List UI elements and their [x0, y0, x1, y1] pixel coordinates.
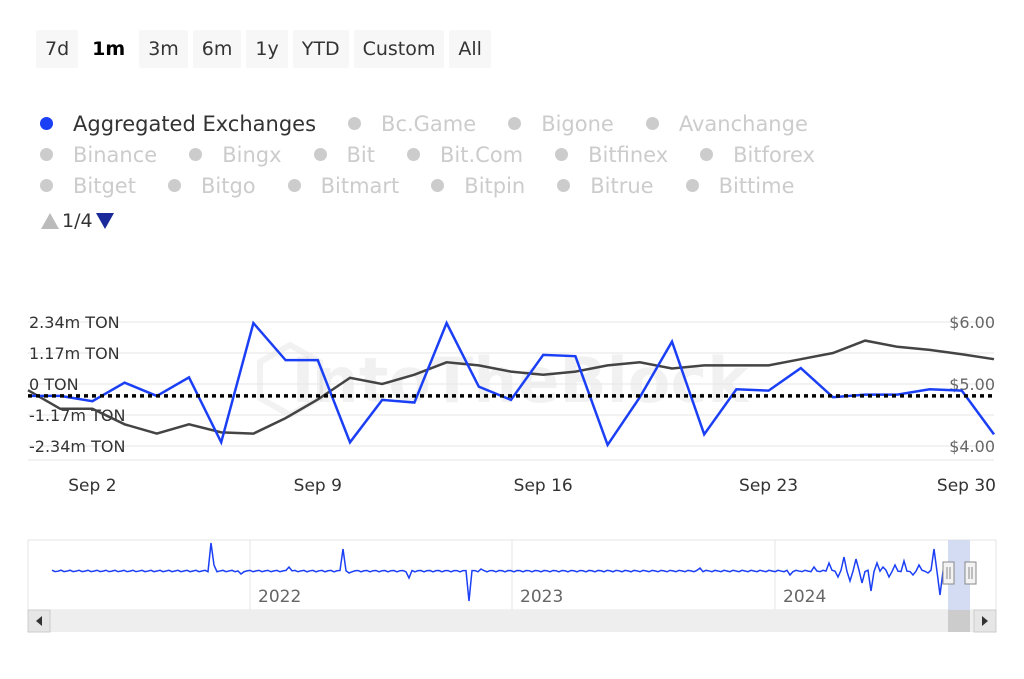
navigator-handle-right[interactable] — [964, 561, 977, 585]
scrollbar-track[interactable] — [28, 610, 996, 632]
navigator-year-label: 2022 — [258, 587, 301, 607]
legend-item-bitget[interactable]: Bitget — [40, 174, 136, 198]
legend-item-bitpin[interactable]: Bitpin — [431, 174, 525, 198]
legend-prev-icon[interactable] — [40, 212, 60, 230]
legend-dot-icon — [189, 148, 203, 161]
range-button-3m[interactable]: 3m — [139, 30, 188, 68]
legend-dot-icon — [313, 148, 327, 161]
x-tick-label: Sep 9 — [294, 476, 342, 496]
legend-item-bitrue[interactable]: Bitrue — [557, 173, 654, 198]
legend-item-bitmart[interactable]: Bitmart — [287, 173, 400, 198]
navigator[interactable]: 2022 2023 2024 — [0, 530, 1024, 640]
legend-label: Bitfinex — [588, 142, 669, 167]
legend-label: Bittime — [718, 173, 795, 198]
range-button-all[interactable]: All — [449, 30, 491, 68]
y-left-tick-label: 0 TON — [29, 375, 79, 394]
x-tick-label: Sep 30 — [937, 476, 996, 496]
y-left-tick-label: 2.34m TON — [29, 313, 120, 332]
range-button-custom[interactable]: Custom — [353, 30, 445, 68]
y-right-tick-label: $4.00 — [949, 437, 995, 456]
y-left-tick-label: 1.17m TON — [29, 344, 120, 363]
range-button-1m[interactable]: 1m — [83, 30, 135, 68]
legend-item-bingx[interactable]: Bingx — [189, 142, 282, 167]
legend-label: Bc.Game — [381, 111, 477, 136]
navigator-selection[interactable] — [948, 540, 970, 610]
legend-item-bitfinex[interactable]: Bitfinex — [555, 143, 668, 167]
legend-item-aggregated-exchanges[interactable]: Aggregated Exchanges — [40, 112, 316, 136]
legend-dot-icon — [685, 179, 699, 192]
x-tick-label: Sep 23 — [739, 476, 798, 496]
legend-item-bc-game[interactable]: Bc.Game — [348, 112, 476, 136]
legend-label: Bitforex — [733, 142, 815, 167]
legend-dot-icon — [407, 148, 420, 161]
legend-item-bigone[interactable]: Bigone — [508, 112, 614, 136]
legend-label: Bitget — [73, 173, 136, 198]
legend-label: Bitmart — [320, 173, 400, 198]
range-button-7d[interactable]: 7d — [36, 30, 79, 68]
legend-label: Bingx — [222, 142, 282, 167]
scrollbar-left-arrow-icon[interactable] — [27, 609, 51, 633]
legend-page-label: 1/4 — [62, 210, 93, 232]
navigator-year-label: 2023 — [520, 587, 563, 607]
legend-label: Bitrue — [590, 173, 654, 198]
legend-dot-icon — [508, 117, 522, 130]
x-tick-label: Sep 16 — [514, 476, 573, 496]
legend-item-bitforex[interactable]: Bitforex — [700, 143, 815, 167]
y-left-tick-label: -2.34m TON — [29, 437, 125, 456]
scrollbar-thumb[interactable] — [948, 610, 970, 632]
legend-label: Aggregated Exchanges — [73, 111, 317, 136]
legend-dot-icon — [645, 117, 659, 130]
legend-pagination: 1/4 — [40, 210, 115, 232]
legend-label: Avanchange — [678, 111, 808, 136]
legend-dot-icon — [700, 148, 714, 161]
legend-label: Bit.Com — [440, 142, 524, 167]
legend-dot-icon — [40, 179, 53, 192]
y-right-tick-label: $5.00 — [949, 375, 995, 394]
legend-dot-icon — [348, 117, 362, 130]
y-right-tick-label: $6.00 — [949, 313, 995, 332]
y-left-tick-label: -1.17m TON — [29, 406, 125, 425]
legend-label: Bitpin — [464, 173, 526, 198]
navigator-handle-left[interactable] — [942, 561, 955, 585]
legend: Aggregated Exchanges Bc.Game Bigone Avancha… — [40, 108, 940, 201]
legend-next-icon[interactable] — [95, 212, 115, 230]
legend-label: Bit — [346, 142, 375, 167]
legend-item-bittime[interactable]: Bittime — [685, 173, 795, 198]
legend-dot-icon — [167, 179, 181, 192]
range-button-6m[interactable]: 6m — [192, 30, 242, 68]
legend-dot-icon — [40, 117, 53, 130]
series-line-price — [27, 339, 995, 435]
legend-dot-icon — [555, 148, 569, 161]
legend-dot-icon — [40, 148, 53, 161]
legend-label: Bigone — [541, 111, 614, 136]
scrollbar-right-arrow-icon[interactable] — [973, 609, 997, 633]
legend-item-binance[interactable]: Binance — [40, 143, 157, 167]
range-selector: 7d 1m 3m 6m 1y YTD Custom All — [36, 30, 491, 68]
range-button-1y[interactable]: 1y — [246, 30, 288, 68]
legend-dot-icon — [431, 179, 445, 192]
legend-dot-icon — [287, 179, 301, 192]
x-tick-label: Sep 2 — [68, 476, 116, 496]
legend-item-avanchange[interactable]: Avanchange — [645, 111, 808, 136]
legend-item-bit[interactable]: Bit — [313, 142, 375, 167]
range-button-ytd[interactable]: YTD — [292, 30, 349, 68]
navigator-year-label: 2024 — [783, 587, 826, 607]
navigator-series-line — [51, 542, 947, 602]
legend-dot-icon — [557, 179, 571, 192]
legend-item-bitgo[interactable]: Bitgo — [167, 173, 256, 198]
legend-label: Bitgo — [200, 173, 256, 198]
series-line-aggregated-exchanges — [28, 320, 996, 448]
legend-item-bit-com[interactable]: Bit.Com — [407, 143, 523, 167]
legend-label: Binance — [73, 142, 158, 167]
